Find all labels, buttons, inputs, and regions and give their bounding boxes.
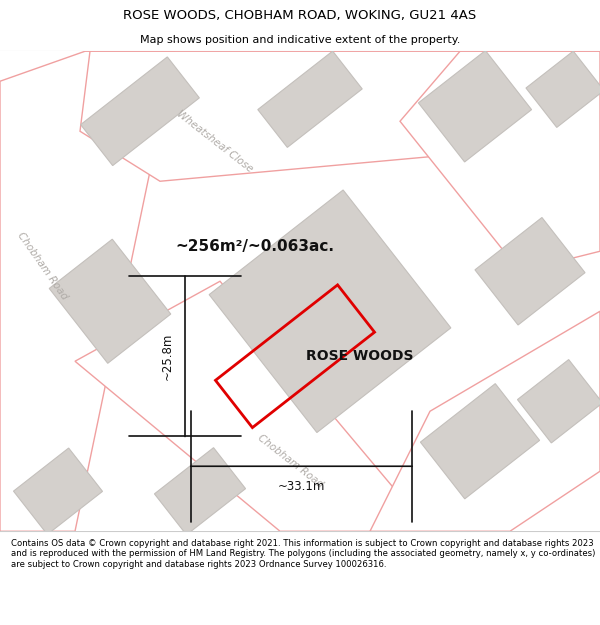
Text: ~25.8m: ~25.8m — [161, 332, 173, 380]
Polygon shape — [400, 51, 600, 271]
Polygon shape — [475, 217, 585, 325]
Polygon shape — [0, 51, 175, 531]
Text: Chobham Road: Chobham Road — [15, 231, 69, 302]
Text: ROSE WOODS, CHOBHAM ROAD, WOKING, GU21 4AS: ROSE WOODS, CHOBHAM ROAD, WOKING, GU21 4… — [124, 9, 476, 22]
Polygon shape — [75, 281, 430, 531]
Polygon shape — [13, 448, 103, 534]
Text: Wheatsheaf Close: Wheatsheaf Close — [175, 109, 255, 174]
Polygon shape — [154, 448, 245, 535]
Text: ROSE WOODS: ROSE WOODS — [306, 349, 414, 363]
Text: Contains OS data © Crown copyright and database right 2021. This information is : Contains OS data © Crown copyright and d… — [11, 539, 595, 569]
Text: Chobham Road: Chobham Road — [256, 432, 325, 490]
Polygon shape — [49, 239, 171, 363]
Polygon shape — [258, 51, 362, 148]
Polygon shape — [80, 51, 600, 181]
Polygon shape — [526, 51, 600, 127]
Text: ~33.1m: ~33.1m — [278, 480, 325, 493]
Polygon shape — [517, 359, 600, 443]
Polygon shape — [370, 311, 600, 531]
Text: ~256m²/~0.063ac.: ~256m²/~0.063ac. — [176, 239, 335, 254]
Polygon shape — [421, 384, 539, 499]
Polygon shape — [209, 190, 451, 432]
Text: Map shows position and indicative extent of the property.: Map shows position and indicative extent… — [140, 35, 460, 45]
Polygon shape — [80, 57, 199, 166]
Polygon shape — [418, 51, 532, 162]
